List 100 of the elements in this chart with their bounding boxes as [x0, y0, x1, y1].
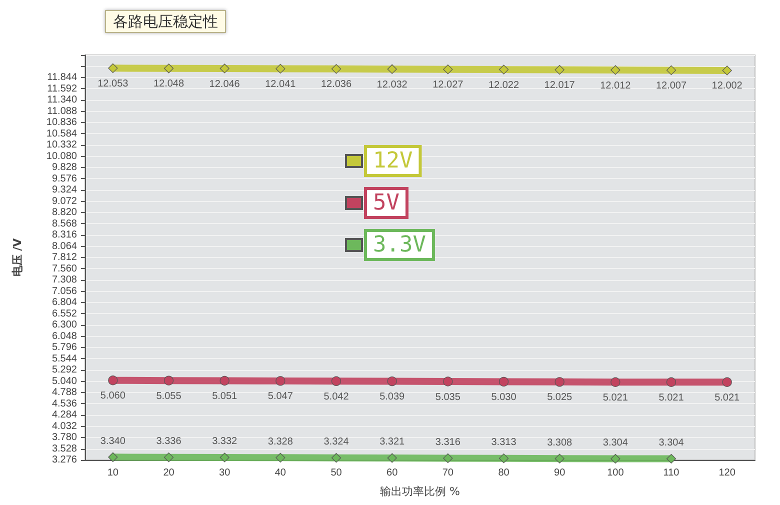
chart-title: 各路电压稳定性: [113, 12, 218, 30]
data-label: 3.321: [380, 436, 406, 448]
y-tick-label: 4.284: [52, 410, 78, 420]
data-label: 3.304: [602, 437, 628, 448]
point: [554, 454, 564, 464]
y-tick-label: 5.544: [52, 353, 78, 364]
y-tick-label: 3.528: [52, 443, 78, 454]
legend-label: 3.3V: [373, 232, 426, 258]
y-tick-label: 4.032: [52, 420, 78, 432]
x-tick-label: 20: [163, 468, 175, 478]
data-label: 3.340: [100, 436, 126, 447]
point: [108, 63, 118, 73]
legend-label: 12V: [373, 148, 413, 174]
y-tick-label: 8.316: [52, 230, 78, 240]
y-tick-label: 10.836: [46, 117, 78, 128]
data-label: 3.316: [435, 436, 461, 448]
y-tick-label: 5.040: [52, 376, 78, 387]
point: [666, 65, 676, 76]
y-tick-label: 10.080: [46, 150, 78, 162]
point: [498, 64, 509, 74]
point: [498, 454, 509, 464]
x-tick-label: 120: [718, 468, 736, 478]
data-label: 3.336: [156, 436, 182, 448]
y-tick-label: 6.048: [52, 330, 78, 342]
y-tick-label: 11.088: [47, 106, 78, 117]
point: [610, 65, 620, 75]
data-label: 5.030: [491, 392, 517, 403]
y-tick-label: 7.812: [52, 252, 78, 263]
point: [164, 452, 174, 462]
data-label: 12.007: [656, 80, 687, 92]
x-tick-label: 90: [554, 468, 566, 478]
data-label: 5.035: [435, 392, 461, 403]
data-label: 3.324: [324, 436, 350, 448]
point: [108, 376, 118, 386]
point: [220, 452, 230, 462]
data-label: 5.021: [602, 392, 628, 404]
data-label: 5.042: [324, 391, 350, 402]
data-label: 5.021: [714, 392, 740, 404]
data-label: 12.027: [432, 80, 464, 91]
data-label: 12.017: [544, 80, 576, 92]
data-label: 12.032: [376, 79, 408, 90]
data-label: 5.060: [100, 390, 126, 402]
data-label: 12.041: [265, 79, 296, 90]
x-tick-label: 80: [498, 468, 510, 478]
x-tick-label: 10: [107, 468, 119, 478]
point: [387, 64, 397, 74]
point: [554, 64, 564, 75]
point: [276, 376, 286, 386]
data-label: 3.308: [547, 437, 573, 448]
data-label: 5.025: [547, 392, 573, 404]
y-tick-label: 9.324: [52, 184, 78, 196]
y-tick-label: 8.064: [52, 240, 78, 252]
point: [276, 452, 286, 462]
point: [220, 64, 230, 74]
point: [331, 64, 342, 74]
data-label: 12.002: [712, 80, 743, 92]
y-tick-label: 3.276: [52, 454, 78, 466]
y-tick-label: 9.828: [52, 162, 78, 173]
data-label: 5.051: [212, 391, 238, 402]
y-tick-label: 4.536: [52, 398, 78, 410]
point: [276, 64, 286, 74]
data-label: 5.047: [268, 391, 294, 402]
legend-label: 5V: [373, 190, 400, 216]
y-tick-label: 9.072: [52, 196, 78, 207]
data-label: 3.304: [658, 437, 684, 448]
data-label: 12.036: [320, 79, 352, 90]
point: [387, 453, 397, 463]
y-axis-title: 电压 /V: [11, 238, 24, 277]
point: [722, 377, 732, 387]
x-tick-label: 30: [219, 468, 231, 478]
y-tick-label: 3.780: [52, 432, 78, 443]
y-tick-label: 10.332: [46, 140, 78, 150]
point: [220, 376, 230, 386]
y-tick-label: 11.592: [47, 83, 78, 94]
point: [164, 376, 174, 386]
y-tick-label: 6.804: [52, 297, 78, 308]
y-tick-label: 7.056: [52, 286, 78, 297]
data-label: 3.328: [268, 436, 294, 448]
data-label: 12.012: [600, 80, 632, 92]
point: [331, 453, 342, 463]
x-axis-title: 输出功率比例 %: [380, 485, 460, 498]
x-tick-label: 40: [274, 468, 286, 478]
y-tick-label: 6.300: [52, 320, 78, 330]
x-tick-label: 110: [663, 468, 680, 478]
data-label: 5.055: [156, 390, 182, 402]
point: [554, 377, 564, 387]
point: [108, 452, 118, 462]
y-tick-label: 4.788: [52, 387, 78, 398]
data-label: 5.039: [380, 392, 406, 403]
data-label: 12.046: [209, 78, 240, 90]
y-tick-label: 9.576: [52, 173, 78, 184]
point: [498, 376, 509, 386]
point: [666, 377, 676, 387]
x-tick-label: 70: [442, 468, 454, 478]
y-tick-label: 10.584: [46, 128, 78, 140]
x-tick-label: 100: [607, 468, 624, 478]
data-label: 12.053: [98, 78, 129, 90]
y-tick-label: 6.552: [52, 308, 78, 320]
y-tick-label: 5.292: [52, 364, 78, 376]
point: [387, 376, 397, 386]
